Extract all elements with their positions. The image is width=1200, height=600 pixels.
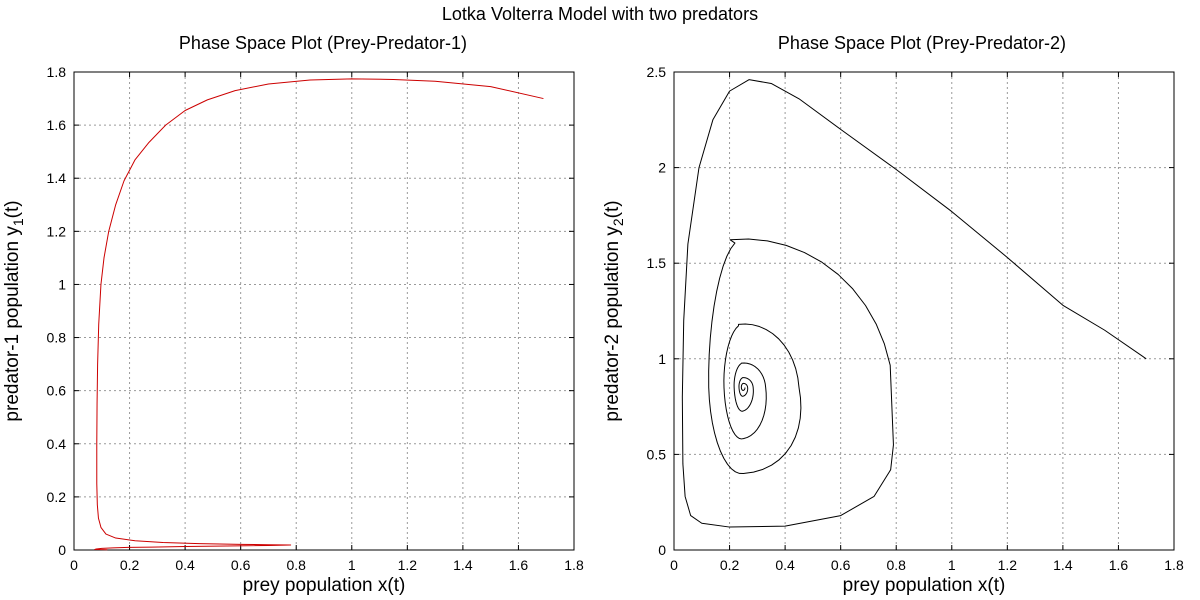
- x-tick-label: 0.4: [775, 557, 795, 573]
- x-tick-label: 1.8: [1164, 557, 1184, 573]
- y-tick-label: 0.2: [47, 489, 67, 505]
- y-tick-label: 0.8: [47, 330, 67, 346]
- x-tick-label: 1: [948, 557, 956, 573]
- x-tick-label: 0.2: [720, 557, 740, 573]
- x-tick-label: 1.4: [1053, 557, 1073, 573]
- x-tick-label: 1: [348, 557, 356, 573]
- phase-trajectory-line: [681, 79, 1147, 528]
- x-tick-label: 1.8: [564, 557, 584, 573]
- x-tick-label: 0: [670, 557, 678, 573]
- y-tick-label: 0.5: [647, 446, 667, 462]
- y-tick-label: 2.5: [647, 64, 667, 80]
- y-tick-label: 0.6: [47, 383, 67, 399]
- y-tick-label: 1.2: [47, 223, 67, 239]
- subplot-2-title: Phase Space Plot (Prey-Predator-2): [778, 33, 1066, 53]
- y-tick-label: 1: [658, 351, 666, 367]
- x-tick-label: 1.4: [453, 557, 473, 573]
- x-tick-label: 1.2: [398, 557, 418, 573]
- subplot-1-title: Phase Space Plot (Prey-Predator-1): [179, 33, 467, 53]
- y-tick-label: 1.6: [47, 117, 67, 133]
- x-tick-label: 0.6: [831, 557, 851, 573]
- y-tick-label: 0.4: [47, 436, 67, 452]
- phase-trajectory-line: [94, 78, 544, 551]
- x-tick-label: 0.2: [120, 557, 140, 573]
- subplot-prey-predator-1: Phase Space Plot (Prey-Predator-1) 0 0.2 0…: [2, 33, 584, 596]
- y-tick-label: 0: [658, 542, 666, 558]
- subplot-1-xlabel: prey population x(t): [243, 575, 406, 596]
- subplot-1-frame: [73, 71, 575, 551]
- x-tick-label: 1.6: [509, 557, 529, 573]
- x-tick-label: 1.2: [998, 557, 1018, 573]
- y-tick-label: 1.4: [47, 170, 67, 186]
- y-tick-label: 2: [658, 160, 666, 176]
- x-tick-label: 0.8: [886, 557, 906, 573]
- y-tick-label: 1.5: [647, 255, 667, 271]
- x-tick-label: 0.4: [175, 557, 195, 573]
- figure-title: Lotka Volterra Model with two predators: [442, 4, 758, 24]
- x-tick-label: 0.8: [286, 557, 306, 573]
- x-tick-label: 1.6: [1109, 557, 1129, 573]
- subplot-2-ylabel: predator-2 population y2(t): [602, 200, 626, 421]
- subplot-2-xlabel: prey population x(t): [843, 575, 1006, 596]
- subplot-1-ylabel: predator-1 population y1(t): [2, 200, 26, 421]
- x-tick-label: 0: [70, 557, 78, 573]
- y-tick-label: 0: [58, 542, 66, 558]
- subplot-prey-predator-2: Phase Space Plot (Prey-Predator-2) 0 0.2 0…: [602, 33, 1184, 596]
- y-tick-label: 1.8: [47, 64, 67, 80]
- subplot-2-frame: [673, 71, 1175, 551]
- y-tick-label: 1: [58, 276, 66, 292]
- x-tick-label: 0.6: [231, 557, 251, 573]
